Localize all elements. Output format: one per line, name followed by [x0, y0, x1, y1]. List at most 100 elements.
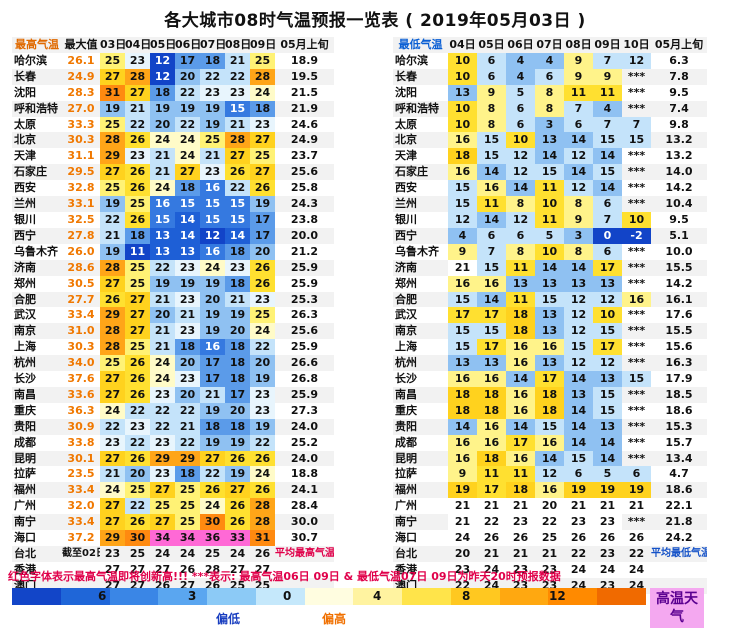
temp-cell: 24: [100, 402, 125, 419]
city-name: 武汉: [12, 307, 62, 324]
temp-cell: 19: [225, 466, 250, 483]
temp-cell: 23: [100, 434, 125, 451]
temp-cell: 11: [477, 196, 506, 212]
temp-cell: 17: [448, 307, 477, 324]
dekad-value: 25.8: [275, 180, 334, 197]
table-row: 沈阳 13 9 5 8 11 11 *** 9.5: [393, 84, 707, 101]
max-temp-table: 最高气温 最大值 03日 04日 05日 06日 07日 08日 09日 05月上旬 哈尔滨 26.1…: [12, 37, 334, 594]
temp-cell: 26: [125, 211, 150, 228]
max-value: 33.4: [62, 482, 100, 499]
temp-cell: 15: [225, 100, 250, 117]
temp-cell: 25: [250, 52, 275, 69]
column-header: 06日: [175, 37, 200, 53]
max-value: 24.9: [62, 68, 100, 85]
temp-cell: 15: [225, 211, 250, 228]
temp-cell: 14: [175, 211, 200, 228]
dekad-value: 24.0: [275, 450, 334, 467]
table-row: 济南 21 15 11 14 14 17 *** 15.5: [393, 259, 707, 276]
min-temp-table: 最低气温 04日 05日 06日 07日 08日 09日 10日 05月上旬 哈尔滨 10 6 4 4 9 7…: [393, 37, 707, 594]
city-name: 呼和浩特: [393, 100, 448, 117]
legend-swatch: [207, 588, 256, 605]
temp-cell: 27: [100, 561, 125, 578]
temp-cell: 20: [250, 243, 275, 260]
city-name: 重庆: [12, 402, 62, 419]
temp-cell: 14: [506, 418, 535, 435]
temp-cell: 12: [448, 211, 477, 228]
temp-cell: 29: [100, 148, 125, 165]
temp-cell: 12: [564, 355, 593, 372]
temp-cell: 23: [175, 291, 200, 308]
temp-cell: 28: [100, 339, 125, 356]
dekad-value: 23.8: [275, 211, 334, 228]
dekad-value: [651, 561, 707, 578]
temp-cell: 24: [150, 355, 175, 372]
dekad-value: 13.2: [651, 148, 707, 165]
temp-cell: 15: [593, 386, 622, 403]
temp-cell: 21: [225, 291, 250, 308]
column-header: 04日: [125, 37, 150, 53]
temp-cell: 23: [200, 164, 225, 181]
max-value: 33.4: [62, 307, 100, 324]
table-row: 香港 23 24 23 23 24 24 24: [393, 561, 707, 578]
temp-cell: 22: [225, 180, 250, 197]
table-row: 哈尔滨 26.1 25 23 12 17 18 21 25 18.9: [12, 52, 334, 69]
temp-cell: 15: [448, 196, 477, 212]
temp-cell: 11: [564, 84, 593, 101]
column-header: 最高气温: [12, 37, 62, 53]
column-header: 最低气温: [393, 37, 448, 53]
dekad-value: 10.4: [651, 196, 707, 212]
temp-cell: 14: [535, 450, 564, 467]
city-name: 哈尔滨: [12, 52, 62, 69]
max-value: 30.9: [62, 418, 100, 435]
temp-cell: 23: [175, 259, 200, 276]
temp-cell: 13: [535, 355, 564, 372]
temp-cell: 27: [200, 450, 225, 467]
temp-cell: 21: [564, 498, 593, 515]
table-row: 长沙 37.6 27 26 24 23 17 18 19 26.8: [12, 371, 334, 387]
dekad-value: 13.4: [651, 450, 707, 467]
temp-cell: 14: [564, 434, 593, 451]
dekad-value: 14.2: [651, 180, 707, 197]
temp-cell: 23: [506, 514, 535, 531]
temp-cell: 12: [564, 307, 593, 324]
temp-cell: 23: [125, 148, 150, 165]
temp-cell: 22: [175, 84, 200, 101]
temp-cell: 9: [564, 52, 593, 69]
table-row: 武汉 33.4 29 27 20 21 19 19 25 26.3: [12, 307, 334, 324]
temp-cell: 25: [125, 339, 150, 356]
temp-cell: 7: [593, 52, 622, 69]
temp-cell: 18: [225, 418, 250, 435]
max-value: 28.3: [62, 84, 100, 101]
max-value: 30.3: [62, 339, 100, 356]
city-name: 台北: [12, 546, 62, 562]
temp-cell: 13: [564, 275, 593, 292]
table-row: 呼和浩特 10 8 6 8 7 4 *** 7.4: [393, 100, 707, 117]
table-row: 兰州 33.1 19 25 16 15 15 15 19 24.3: [12, 196, 334, 212]
temp-cell: 23: [448, 561, 477, 578]
temp-cell: 5: [535, 227, 564, 244]
temp-cell: 15: [593, 323, 622, 340]
temp-cell: 15: [448, 323, 477, 340]
temp-cell: 21: [448, 259, 477, 276]
temp-cell: ***: [622, 275, 651, 292]
temp-cell: 11: [125, 243, 150, 260]
legend-tick: 6: [98, 589, 107, 603]
column-header: 最大值: [62, 37, 100, 53]
table-row: 长沙 16 16 14 17 14 13 15 17.9: [393, 371, 707, 387]
temp-cell: 16: [200, 339, 225, 356]
temp-cell: 24: [175, 148, 200, 165]
temp-cell: 18: [200, 418, 225, 435]
temp-cell: 23: [150, 466, 175, 483]
temp-cell: 24: [250, 466, 275, 483]
temp-cell: 19: [200, 275, 225, 292]
temp-cell: 26: [100, 291, 125, 308]
temp-cell: 16: [506, 450, 535, 467]
city-name: 重庆: [393, 402, 448, 419]
column-header: 07日: [200, 37, 225, 53]
temp-cell: 23: [250, 291, 275, 308]
temp-cell: 27: [250, 561, 275, 578]
dekad-value: 18.6: [651, 402, 707, 419]
city-name: 海口: [393, 530, 448, 546]
temp-cell: 21: [448, 514, 477, 531]
temp-cell: 18: [506, 323, 535, 340]
